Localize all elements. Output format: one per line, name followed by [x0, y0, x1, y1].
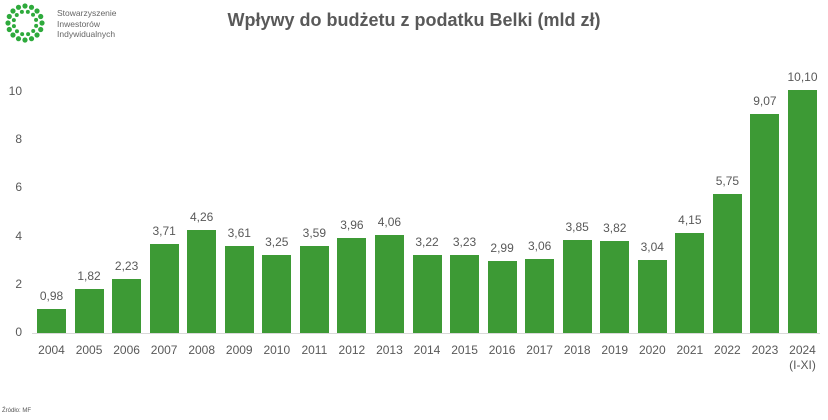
x-axis-line [32, 333, 820, 334]
x-tick-label: 2024 (I-XI) [789, 343, 816, 372]
x-tick-label: 2011 [301, 343, 328, 357]
bar [149, 243, 179, 333]
value-label: 5,75 [715, 174, 740, 189]
x-tick-label: 2020 [638, 343, 666, 357]
y-tick-label: 0 [15, 325, 22, 339]
x-tick-label: 2010 [263, 343, 291, 357]
x-tick-label: 2022 [714, 343, 741, 357]
bar [637, 259, 667, 333]
value-label: 3,59 [302, 226, 327, 241]
value-label: 4,06 [377, 215, 402, 230]
bar [412, 255, 442, 333]
org-line-2: Inwestorów [57, 18, 100, 29]
value-label: 4,26 [190, 210, 214, 225]
x-tick-label: 2016 [488, 343, 516, 357]
bar [712, 194, 742, 333]
x-tick-label: 2017 [526, 343, 553, 357]
value-label: 2,99 [490, 240, 514, 255]
x-tick-label: 2008 [188, 343, 216, 357]
value-label: 3,96 [340, 217, 364, 232]
org-line-3: Indywidualnych [57, 29, 116, 39]
bar [374, 235, 404, 333]
value-label: 3,85 [565, 220, 589, 235]
organization-name: Stowarzyszenie Inwestorów Indywidualnych [57, 8, 117, 40]
source-note: Źródło: MF [2, 408, 32, 414]
bar [224, 245, 254, 333]
value-label: 3,06 [527, 239, 552, 254]
value-label: 3,82 [603, 220, 627, 235]
bar [562, 240, 592, 333]
bar [37, 309, 66, 333]
y-tick-label: 4 [15, 228, 22, 243]
bar [450, 255, 480, 333]
x-tick-label: 2021 [676, 343, 704, 357]
logo-icon [5, 3, 45, 43]
bar [675, 232, 705, 333]
x-tick-label: 2014 [413, 343, 441, 357]
bar [262, 254, 292, 333]
value-label: 2,23 [114, 259, 139, 274]
x-tick-label: 2019 [601, 343, 629, 357]
x-tick-label: 2006 [113, 343, 140, 357]
org-line-1: Stowarzyszenie [57, 8, 117, 18]
x-tick-label: 2012 [338, 343, 366, 357]
bar [74, 289, 104, 333]
y-tick-label: 6 [15, 180, 22, 195]
value-label: 3,71 [152, 223, 176, 238]
value-label: 3,61 [227, 225, 251, 240]
x-tick-label: 2005 [75, 343, 103, 357]
chart-title: Wpływy do budżetu z podatku Belki (mld z… [227, 10, 601, 30]
x-tick-label: 2007 [150, 343, 178, 357]
bar [487, 260, 517, 333]
value-label: 1,82 [77, 269, 101, 284]
x-tick-label: 2023 [751, 343, 779, 357]
bar [337, 237, 367, 333]
value-label: 0,98 [39, 289, 64, 304]
x-tick-label: 2015 [451, 343, 478, 357]
y-tick-label: 8 [15, 132, 22, 147]
value-label: 3,25 [265, 234, 289, 249]
bar [525, 259, 555, 333]
value-label: 10,10 [787, 69, 818, 84]
x-tick-label: 2018 [563, 343, 591, 357]
bar [112, 279, 142, 333]
value-label: 3,22 [415, 235, 439, 250]
x-tick-label: 2004 [38, 343, 65, 357]
bar [750, 114, 780, 333]
x-tick-label: 2009 [225, 343, 253, 357]
y-tick-label: 10 [8, 84, 22, 98]
bar [600, 240, 630, 333]
y-tick-label: 2 [15, 276, 22, 291]
value-label: 3,23 [452, 235, 477, 250]
value-label: 4,15 [678, 212, 702, 227]
value-label: 9,07 [753, 94, 777, 109]
bar [187, 230, 217, 333]
value-label: 3,04 [640, 239, 664, 254]
bar [788, 89, 817, 333]
bar [299, 246, 329, 333]
x-tick-label: 2013 [376, 343, 403, 357]
